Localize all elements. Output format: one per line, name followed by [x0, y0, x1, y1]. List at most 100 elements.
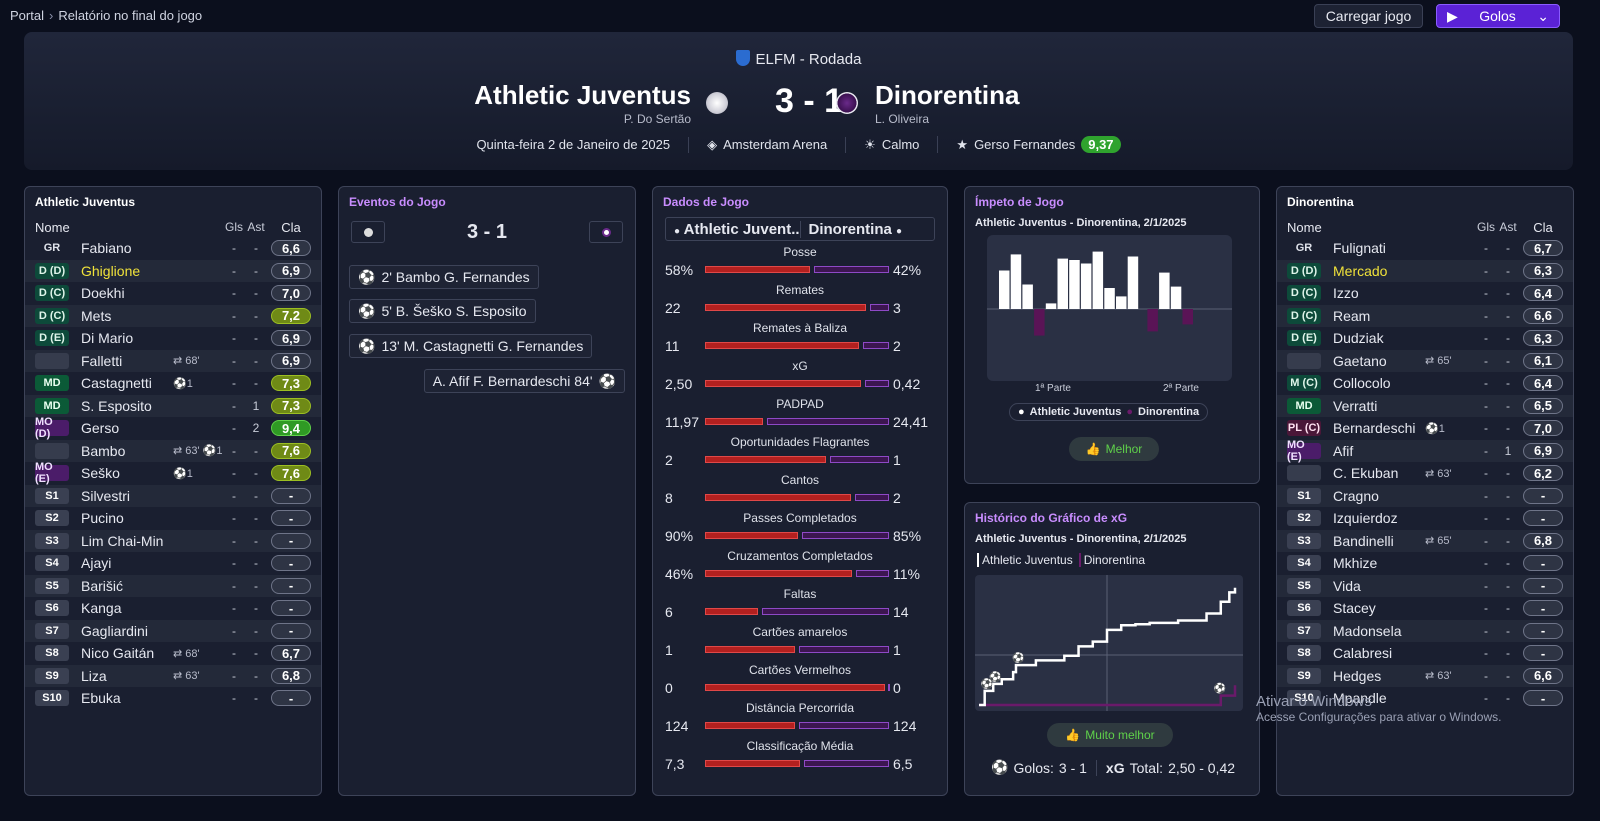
home-coach[interactable]: P. Do Sertão — [623, 112, 691, 126]
player-name[interactable]: C. Ekuban — [1333, 465, 1399, 482]
player-row[interactable]: D (C) Doekhi - -7,0 — [25, 282, 321, 305]
player-name[interactable]: Hedges — [1333, 667, 1382, 684]
player-name[interactable]: Fabiano — [81, 240, 132, 257]
player-name[interactable]: Doekhi — [81, 285, 125, 302]
player-row[interactable]: S1 Cragno - - - — [1277, 484, 1573, 507]
player-row[interactable]: S5 Barišić - - - — [25, 574, 321, 597]
col-assists[interactable]: Ast — [247, 220, 265, 234]
load-game-button[interactable]: Carregar jogo — [1314, 4, 1423, 28]
player-name[interactable]: Di Mario — [81, 330, 134, 347]
man-of-the-match[interactable]: ★ Gerso Fernandes 9,37 — [937, 136, 1138, 153]
col-assists[interactable]: Ast — [1499, 220, 1517, 234]
player-name[interactable]: Mpandle — [1333, 690, 1387, 707]
player-row[interactable]: S3 Bandinelli ⇄ 65' - -6,8 — [1277, 529, 1573, 552]
player-name[interactable]: Pucino — [81, 510, 124, 527]
xg-verdict-button[interactable]: 👍 Muito melhor — [1047, 723, 1173, 747]
player-row[interactable]: S9 Hedges ⇄ 63' - -6,6 — [1277, 664, 1573, 687]
player-row[interactable]: S10 Ebuka - - - — [25, 687, 321, 710]
col-name[interactable]: Nome — [1287, 219, 1322, 235]
player-row[interactable]: S2 Pucino - - - — [25, 507, 321, 530]
player-name[interactable]: Bandinelli — [1333, 532, 1394, 549]
goal-event[interactable]: ⚽ 13' M. Castagnetti G. Fernandes — [349, 334, 593, 358]
player-row[interactable]: S7 Madonsela - - - — [1277, 619, 1573, 642]
player-name[interactable]: Mkhize — [1333, 555, 1378, 572]
player-row[interactable]: D (C) Izzo - -6,4 — [1277, 282, 1573, 305]
player-row[interactable]: GR Fabiano - -6,6 — [25, 237, 321, 260]
player-row[interactable]: S4 Mkhize - - - — [1277, 552, 1573, 575]
player-row[interactable]: GR Fulignati - -6,7 — [1277, 237, 1573, 260]
player-row[interactable]: D (E) Di Mario - -6,9 — [25, 327, 321, 350]
player-name[interactable]: Bernardeschi — [1333, 420, 1416, 437]
player-name[interactable]: Verratti — [1333, 397, 1378, 414]
momentum-verdict-button[interactable]: 👍 Melhor — [1069, 437, 1159, 461]
player-name[interactable]: Nico Gaitán — [81, 645, 155, 662]
player-name[interactable]: Ebuka — [81, 690, 121, 707]
player-row[interactable]: M (C) Collocolo - -6,4 — [1277, 372, 1573, 395]
player-name[interactable]: Fulignati — [1333, 240, 1386, 257]
player-row[interactable]: MD Verratti - -6,5 — [1277, 394, 1573, 417]
player-row[interactable]: Gaetano ⇄ 65' - -6,1 — [1277, 349, 1573, 372]
player-row[interactable]: S8 Calabresi - - - — [1277, 642, 1573, 665]
player-row[interactable]: S10 Mpandle - - - — [1277, 687, 1573, 710]
player-name[interactable]: Barišić — [81, 577, 124, 594]
player-row[interactable]: MO (E) Seško ⚽1- -7,6 — [25, 461, 321, 485]
player-row[interactable]: S6 Stacey - - - — [1277, 597, 1573, 620]
player-row[interactable]: S8 Nico Gaitán ⇄ 68' - -6,7 — [25, 642, 321, 665]
player-name[interactable]: Seško — [81, 465, 120, 482]
player-row[interactable]: MO (D) Gerso - 2 9,4 — [25, 416, 321, 440]
player-name[interactable]: Bambo — [81, 442, 126, 459]
player-row[interactable]: S7 Gagliardini - - - — [25, 619, 321, 642]
player-row[interactable]: MO (E) Afif - 1 6,9 — [1277, 439, 1573, 463]
player-name[interactable]: Mercado — [1333, 262, 1388, 279]
player-row[interactable]: MD S. Esposito - 1 7,3 — [25, 394, 321, 417]
col-rating[interactable]: Cla — [1533, 219, 1553, 235]
player-row[interactable]: D (C) Mets - -7,2 — [25, 304, 321, 327]
player-row[interactable]: MD Castagnetti ⚽1- -7,3 — [25, 372, 321, 395]
player-name[interactable]: Madonsela — [1333, 622, 1402, 639]
player-name[interactable]: Izquierdoz — [1333, 510, 1398, 527]
player-row[interactable]: S9 Liza ⇄ 63' - -6,8 — [25, 664, 321, 687]
player-name[interactable]: Ghiglione — [81, 262, 141, 279]
goal-event[interactable]: A. Afif F. Bernardeschi 84' ⚽ — [423, 369, 625, 393]
player-row[interactable]: S6 Kanga - - - — [25, 597, 321, 620]
player-row[interactable]: D (D) Ghiglione - -6,9 — [25, 259, 321, 282]
player-name[interactable]: Falletti — [81, 352, 123, 369]
home-team-name[interactable]: Athletic Juventus — [474, 80, 691, 110]
col-goals[interactable]: Gls — [1477, 220, 1495, 234]
player-name[interactable]: Castagnetti — [81, 375, 152, 392]
player-name[interactable]: Lim Chai-Min — [81, 532, 164, 549]
player-name[interactable]: Collocolo — [1333, 375, 1391, 392]
player-row[interactable]: S5 Vida - - - — [1277, 574, 1573, 597]
player-row[interactable]: S3 Lim Chai-Min - - - — [25, 529, 321, 552]
player-name[interactable]: Kanga — [81, 600, 122, 617]
player-name[interactable]: Liza — [81, 667, 107, 684]
player-name[interactable]: Vida — [1333, 577, 1361, 594]
player-name[interactable]: Gerso — [81, 420, 120, 437]
player-row[interactable]: S1 Silvestri - - - — [25, 484, 321, 507]
player-name[interactable]: Cragno — [1333, 487, 1379, 504]
player-row[interactable]: C. Ekuban ⇄ 63' - -6,2 — [1277, 462, 1573, 485]
player-name[interactable]: Stacey — [1333, 600, 1376, 617]
player-name[interactable]: Gaetano — [1333, 352, 1387, 369]
player-row[interactable]: Bambo ⇄ 63' ⚽1- -7,6 — [25, 439, 321, 462]
player-name[interactable]: Afif — [1333, 442, 1354, 459]
player-name[interactable]: Ream — [1333, 307, 1371, 324]
player-row[interactable]: PL (C) Bernardeschi ⚽1- -7,0 — [1277, 417, 1573, 440]
col-goals[interactable]: Gls — [225, 220, 243, 234]
player-name[interactable]: Calabresi — [1333, 645, 1393, 662]
player-row[interactable]: D (C) Ream - -6,6 — [1277, 304, 1573, 327]
goals-dropdown-button[interactable]: ▶ Golos ⌄ — [1436, 4, 1560, 28]
player-row[interactable]: D (E) Dudziak - -6,3 — [1277, 327, 1573, 350]
goal-event[interactable]: ⚽ 2' Bambo G. Fernandes — [349, 265, 539, 289]
player-name[interactable]: Dudziak — [1333, 330, 1384, 347]
player-name[interactable]: S. Esposito — [81, 397, 152, 414]
away-coach[interactable]: L. Oliveira — [875, 112, 930, 126]
col-name[interactable]: Nome — [35, 219, 70, 235]
stadium[interactable]: ◈ Amsterdam Arena — [688, 136, 845, 153]
player-row[interactable]: Falletti ⇄ 68' - -6,9 — [25, 349, 321, 372]
col-rating[interactable]: Cla — [281, 219, 301, 235]
player-name[interactable]: Mets — [81, 307, 112, 324]
player-name[interactable]: Izzo — [1333, 285, 1359, 302]
player-row[interactable]: S2 Izquierdoz - - - — [1277, 507, 1573, 530]
player-name[interactable]: Silvestri — [81, 487, 131, 504]
